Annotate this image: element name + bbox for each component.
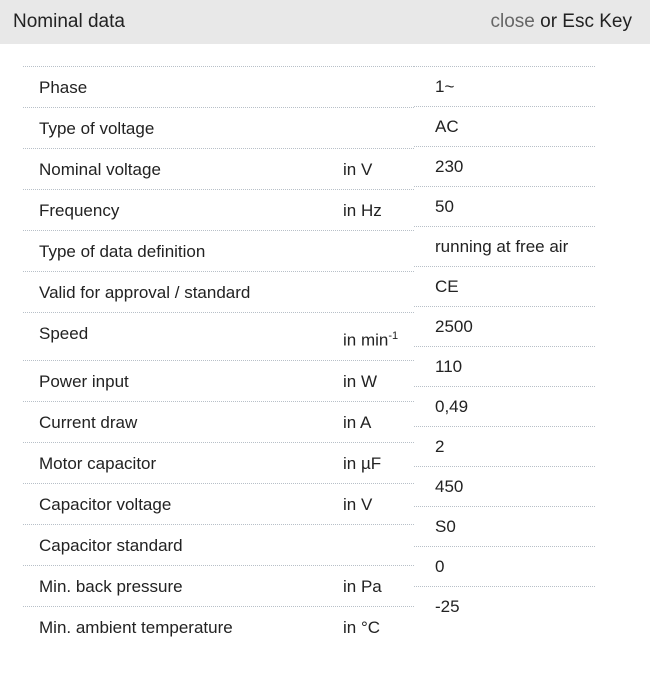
row-value: S0 [414, 507, 595, 547]
row-label: Valid for approval / standard [39, 283, 251, 302]
row-unit: in °C [343, 618, 381, 637]
table-row: Min. ambient temperature in °C [23, 607, 414, 647]
row-value: 2500 [414, 307, 595, 347]
row-value: -25 [435, 597, 460, 616]
table-row: Capacitor voltage in V [23, 484, 414, 525]
table-row: Min. back pressure in Pa [23, 566, 414, 607]
values-column: 1~ AC 230 50 running at free air CE 2500 110 0,4… [414, 66, 595, 627]
row-unit: in Pa [343, 577, 382, 596]
row-label: Current draw [39, 413, 138, 432]
row-label: Speed [39, 324, 89, 343]
row-value: 1~ [414, 67, 595, 107]
row-label: Min. ambient temperature [39, 618, 233, 637]
table-row: Capacitor standard [23, 525, 414, 566]
row-value: 450 [414, 467, 595, 507]
row-unit: in A [343, 413, 372, 432]
row-label: Nominal voltage [39, 160, 161, 179]
row-label: Power input [39, 372, 129, 391]
labels-column: Phase Type of voltage Nominal voltage in V F… [23, 66, 414, 647]
table-row: Motor capacitor in µF [23, 443, 414, 484]
row-label: Type of voltage [39, 119, 155, 138]
table-row: Current draw in A [23, 402, 414, 443]
dialog-header: Nominal data close or Esc Key [0, 0, 650, 44]
close-link[interactable]: close [490, 11, 535, 32]
row-label: Min. back pressure [39, 577, 183, 596]
table-row: Speed in min-1 [23, 313, 414, 361]
row-value: 50 [414, 187, 595, 227]
row-value: running at free air [414, 227, 595, 267]
table-row: Type of voltage [23, 108, 414, 149]
row-value: 110 [414, 347, 595, 387]
row-label: Type of data definition [39, 242, 206, 261]
row-unit: in V [343, 160, 373, 179]
dialog-title: Nominal data [13, 11, 125, 32]
row-value: 230 [414, 147, 595, 187]
row-label: Phase [39, 78, 88, 97]
row-value: 2 [414, 427, 595, 467]
table-row: Phase [23, 67, 414, 108]
table-row: Nominal voltage in V [23, 149, 414, 190]
table-row: Type of data definition [23, 231, 414, 272]
row-unit: in min-1 [343, 330, 399, 350]
row-label: Capacitor standard [39, 536, 183, 555]
row-label: Frequency [39, 201, 120, 220]
row-value: AC [414, 107, 595, 147]
row-unit: in V [343, 495, 373, 514]
row-label: Capacitor voltage [39, 495, 172, 514]
close-hint: close or Esc Key [490, 11, 632, 32]
row-value: 0,49 [414, 387, 595, 427]
table-row: Frequency in Hz [23, 190, 414, 231]
row-unit: in µF [343, 454, 382, 473]
table-row: Valid for approval / standard [23, 272, 414, 313]
row-value: CE [414, 267, 595, 307]
row-unit: in Hz [343, 201, 382, 220]
row-label: Motor capacitor [39, 454, 157, 473]
row-unit: in W [343, 372, 377, 391]
row-value: 0 [414, 547, 595, 587]
table-row: Power input in W [23, 361, 414, 402]
